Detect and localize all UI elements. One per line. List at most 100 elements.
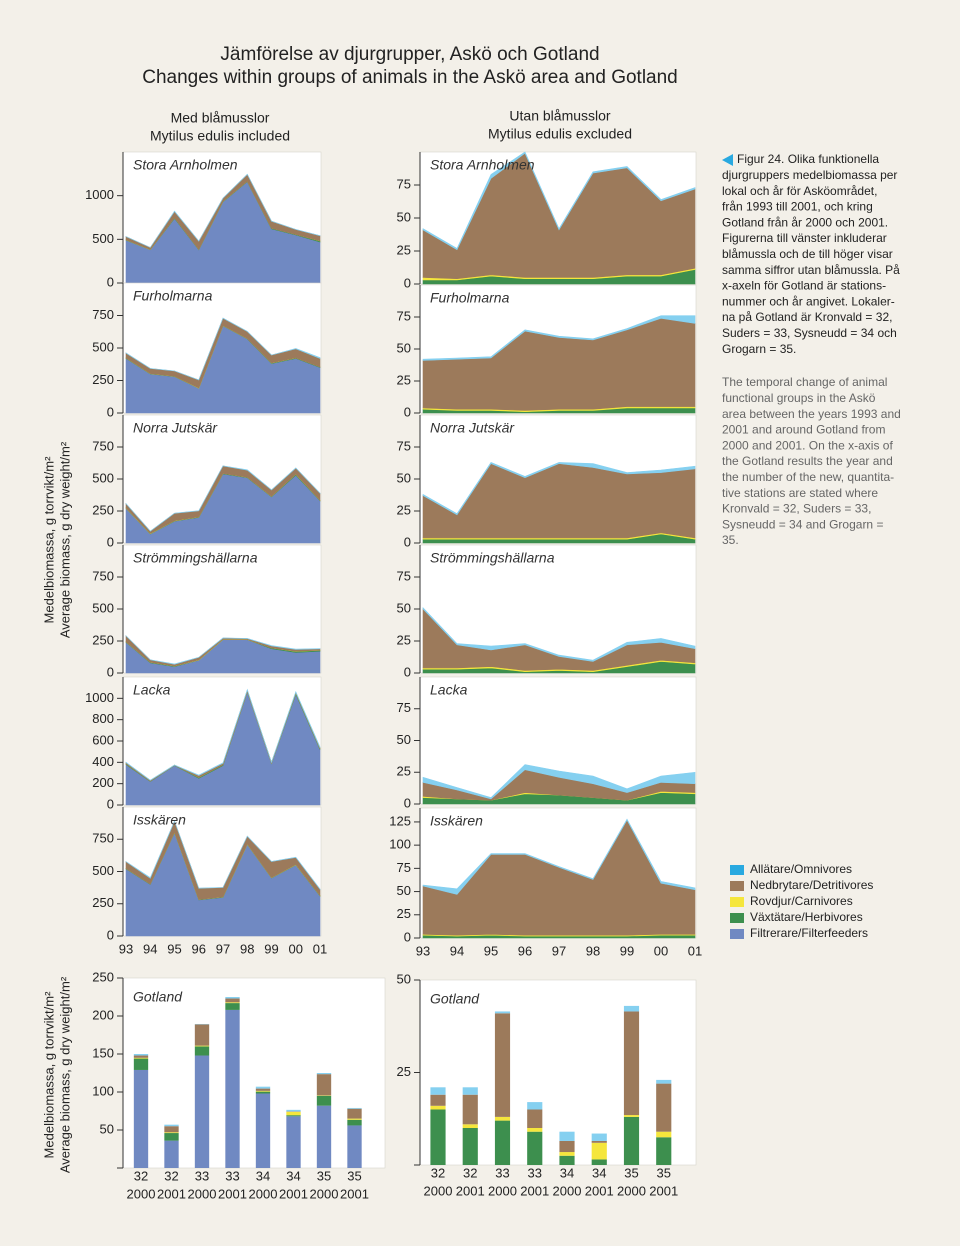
y-tick-label: 75	[397, 176, 411, 191]
x-tick-label: 2001	[456, 1183, 485, 1198]
bar-segment	[347, 1107, 362, 1109]
y-tick-label: 0	[107, 404, 114, 419]
area	[125, 820, 321, 891]
bar-segment	[225, 1002, 240, 1004]
x-tick-label: 2000	[310, 1186, 339, 1201]
caption-line: area between the years 1993 and	[722, 407, 901, 421]
bar-segment	[623, 1011, 640, 1116]
y-tick-label: 75	[397, 860, 411, 875]
bar-segment	[591, 1140, 607, 1143]
legend-label: Allätare/Omnivores	[750, 862, 852, 876]
plot-area	[419, 979, 697, 1166]
bar-segment	[316, 1074, 332, 1096]
y-axis-label: Average biomass, g dry weight/m²	[57, 976, 72, 1173]
y-tick-label: 0	[107, 664, 114, 679]
bar-segment	[286, 1109, 301, 1112]
y-tick-label: 0	[107, 274, 114, 289]
y-tick-label: 25	[397, 1064, 411, 1079]
bar-segment	[656, 1083, 672, 1132]
y-tick-label: 250	[92, 502, 114, 517]
x-tick-label: 32	[134, 1168, 148, 1183]
y-tick-label: 50	[397, 732, 411, 747]
caption-line: Grogarn = 35.	[722, 342, 796, 356]
bar-segment	[623, 1116, 640, 1165]
y-tick-label: 800	[92, 711, 114, 726]
y-tick-label: 75	[397, 568, 411, 583]
legend-swatch	[730, 929, 744, 939]
area	[125, 173, 321, 248]
y-tick-label: 75	[397, 700, 411, 715]
x-tick-label: 33	[225, 1168, 239, 1183]
area	[125, 635, 321, 665]
y-tick-label: 25	[397, 764, 411, 779]
column-subtitle: Mytilus edulis excluded	[488, 126, 632, 142]
panel-title: Lacka	[133, 682, 171, 698]
x-tick-label: 2000	[188, 1186, 217, 1201]
panel-title: Furholmarna	[430, 290, 510, 306]
bar-segment	[255, 1093, 271, 1168]
y-tick-label: 25	[397, 632, 411, 647]
bar-segment	[527, 1128, 543, 1132]
y-tick-label: 25	[397, 502, 411, 517]
x-tick-label: 98	[586, 943, 600, 958]
y-tick-label: 200	[92, 775, 114, 790]
caption-line: från 1993 till 2001, och kring	[722, 200, 873, 214]
x-tick-label: 01	[688, 943, 702, 958]
y-tick-label: 75	[397, 438, 411, 453]
bar-segment	[656, 1137, 672, 1165]
x-tick-label: 00	[654, 943, 668, 958]
bar-segment	[347, 1125, 362, 1168]
x-tick-label: 2000	[127, 1186, 156, 1201]
y-tick-label: 0	[107, 796, 114, 811]
bar-segment	[527, 1102, 543, 1110]
caption-line: Sysneudd = 34 and Grogarn =	[722, 517, 883, 531]
x-tick-label: 98	[240, 941, 254, 956]
x-tick-label: 00	[289, 941, 303, 956]
y-tick-label: 500	[92, 339, 114, 354]
bar-segment	[316, 1095, 332, 1106]
y-tick-label: 1000	[85, 690, 114, 705]
x-tick-label: 99	[264, 941, 278, 956]
title-en: Changes within groups of animals in the …	[142, 67, 678, 88]
x-tick-label: 2001	[520, 1183, 549, 1198]
caption-line: Kronvald = 32, Suders = 33,	[722, 502, 871, 516]
panel-title: Gotland	[430, 991, 480, 1007]
bar-segment	[286, 1116, 301, 1168]
x-tick-label: 33	[528, 1165, 542, 1180]
area	[125, 465, 321, 532]
bar-segment	[559, 1155, 575, 1165]
bar-segment	[194, 1055, 210, 1168]
x-tick-label: 2001	[649, 1183, 678, 1198]
bar-segment	[462, 1094, 478, 1125]
caption-line: The temporal change of animal	[722, 375, 887, 389]
bar-segment	[225, 1009, 240, 1168]
column-title: Med blåmusslor	[171, 110, 270, 126]
caption-line: 2001 and around Gotland from	[722, 423, 885, 437]
x-tick-label: 95	[167, 941, 181, 956]
y-tick-label: 0	[404, 929, 411, 944]
x-tick-label: 2000	[424, 1183, 453, 1198]
legend-swatch	[730, 897, 744, 907]
y-tick-label: 50	[397, 600, 411, 615]
bar-segment	[164, 1140, 179, 1168]
area	[422, 151, 696, 251]
x-tick-label: 2001	[340, 1186, 369, 1201]
x-tick-label: 2001	[279, 1186, 308, 1201]
bar-segment	[430, 1087, 446, 1095]
bar-segment	[494, 1011, 511, 1014]
legend-swatch	[730, 913, 744, 923]
y-tick-label: 0	[404, 795, 411, 810]
x-tick-label: 93	[416, 943, 430, 958]
panel-title: Norra Jutskär	[430, 420, 515, 436]
bar-segment	[347, 1119, 362, 1126]
y-tick-label: 0	[404, 664, 411, 679]
y-axis-label: Average biomass, g dry weight/m²	[57, 441, 72, 638]
bar-segment	[494, 1013, 511, 1117]
x-tick-label: 97	[552, 943, 566, 958]
y-tick-label: 750	[92, 307, 114, 322]
x-tick-label: 97	[216, 941, 230, 956]
legend-label: Rovdjur/Carnivores	[750, 894, 853, 908]
y-tick-label: 750	[92, 438, 114, 453]
bar-segment	[527, 1131, 543, 1165]
